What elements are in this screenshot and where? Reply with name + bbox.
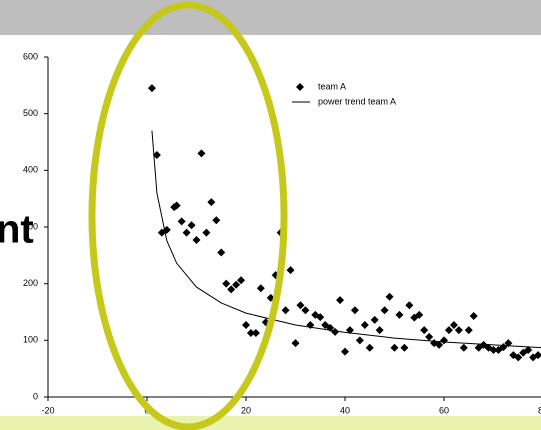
point — [202, 228, 211, 237]
point — [227, 285, 236, 294]
point — [296, 301, 305, 310]
point — [147, 84, 156, 93]
point — [400, 343, 409, 352]
point — [444, 326, 453, 335]
point — [192, 236, 201, 245]
point — [415, 310, 424, 319]
y-tick-label: 400 — [23, 165, 38, 175]
point — [251, 328, 260, 337]
point — [534, 351, 541, 360]
legend-label: team A — [318, 81, 346, 91]
point — [524, 345, 533, 354]
point — [390, 343, 399, 352]
point — [237, 276, 246, 285]
point — [454, 326, 463, 335]
point — [360, 321, 369, 330]
point — [331, 327, 340, 336]
x-tick-label: 80 — [538, 405, 541, 415]
point — [449, 321, 458, 330]
point — [355, 336, 364, 345]
point — [405, 301, 414, 310]
point — [514, 353, 523, 362]
point — [177, 217, 186, 226]
point — [172, 201, 181, 210]
point — [197, 149, 206, 158]
point — [420, 326, 429, 335]
x-tick-label: 40 — [340, 405, 350, 415]
point — [291, 339, 300, 348]
highlight-ellipse — [88, 1, 288, 430]
y-tick-label: 300 — [23, 221, 38, 231]
x-tick-label: -20 — [41, 405, 54, 415]
point — [350, 306, 359, 315]
point — [232, 280, 241, 289]
point — [375, 326, 384, 335]
point — [341, 347, 349, 356]
point — [152, 151, 161, 160]
point — [256, 284, 265, 293]
point — [187, 221, 196, 230]
point — [380, 306, 389, 315]
bottom-strip — [0, 416, 541, 430]
point — [385, 292, 394, 301]
point — [212, 216, 221, 225]
point — [286, 266, 295, 275]
x-tick-label: 60 — [439, 405, 449, 415]
point — [425, 332, 434, 341]
x-tick-label: 20 — [241, 405, 251, 415]
legend-marker — [296, 83, 304, 91]
point — [222, 279, 231, 288]
point — [464, 326, 473, 335]
point — [281, 306, 290, 315]
point — [459, 343, 468, 352]
point — [242, 321, 250, 330]
top-bar — [0, 0, 541, 35]
y-tick-label: 0 — [33, 391, 38, 401]
point — [316, 313, 325, 322]
y-tick-label: 200 — [23, 278, 38, 288]
slide-title-fragment: nt — [0, 208, 34, 252]
point — [395, 310, 404, 319]
point — [370, 315, 379, 324]
point — [365, 343, 374, 352]
legend-label: power trend team A — [318, 96, 396, 106]
point — [246, 328, 255, 337]
point — [336, 296, 345, 305]
point — [345, 326, 354, 335]
trend-line — [151, 130, 541, 349]
point — [435, 340, 444, 349]
point — [489, 345, 498, 354]
point — [182, 228, 191, 237]
point — [301, 306, 310, 315]
point — [469, 311, 478, 320]
y-tick-label: 600 — [23, 51, 38, 61]
point — [217, 248, 226, 257]
y-tick-label: 100 — [23, 335, 38, 345]
y-tick-label: 500 — [23, 108, 38, 118]
point — [207, 198, 216, 207]
